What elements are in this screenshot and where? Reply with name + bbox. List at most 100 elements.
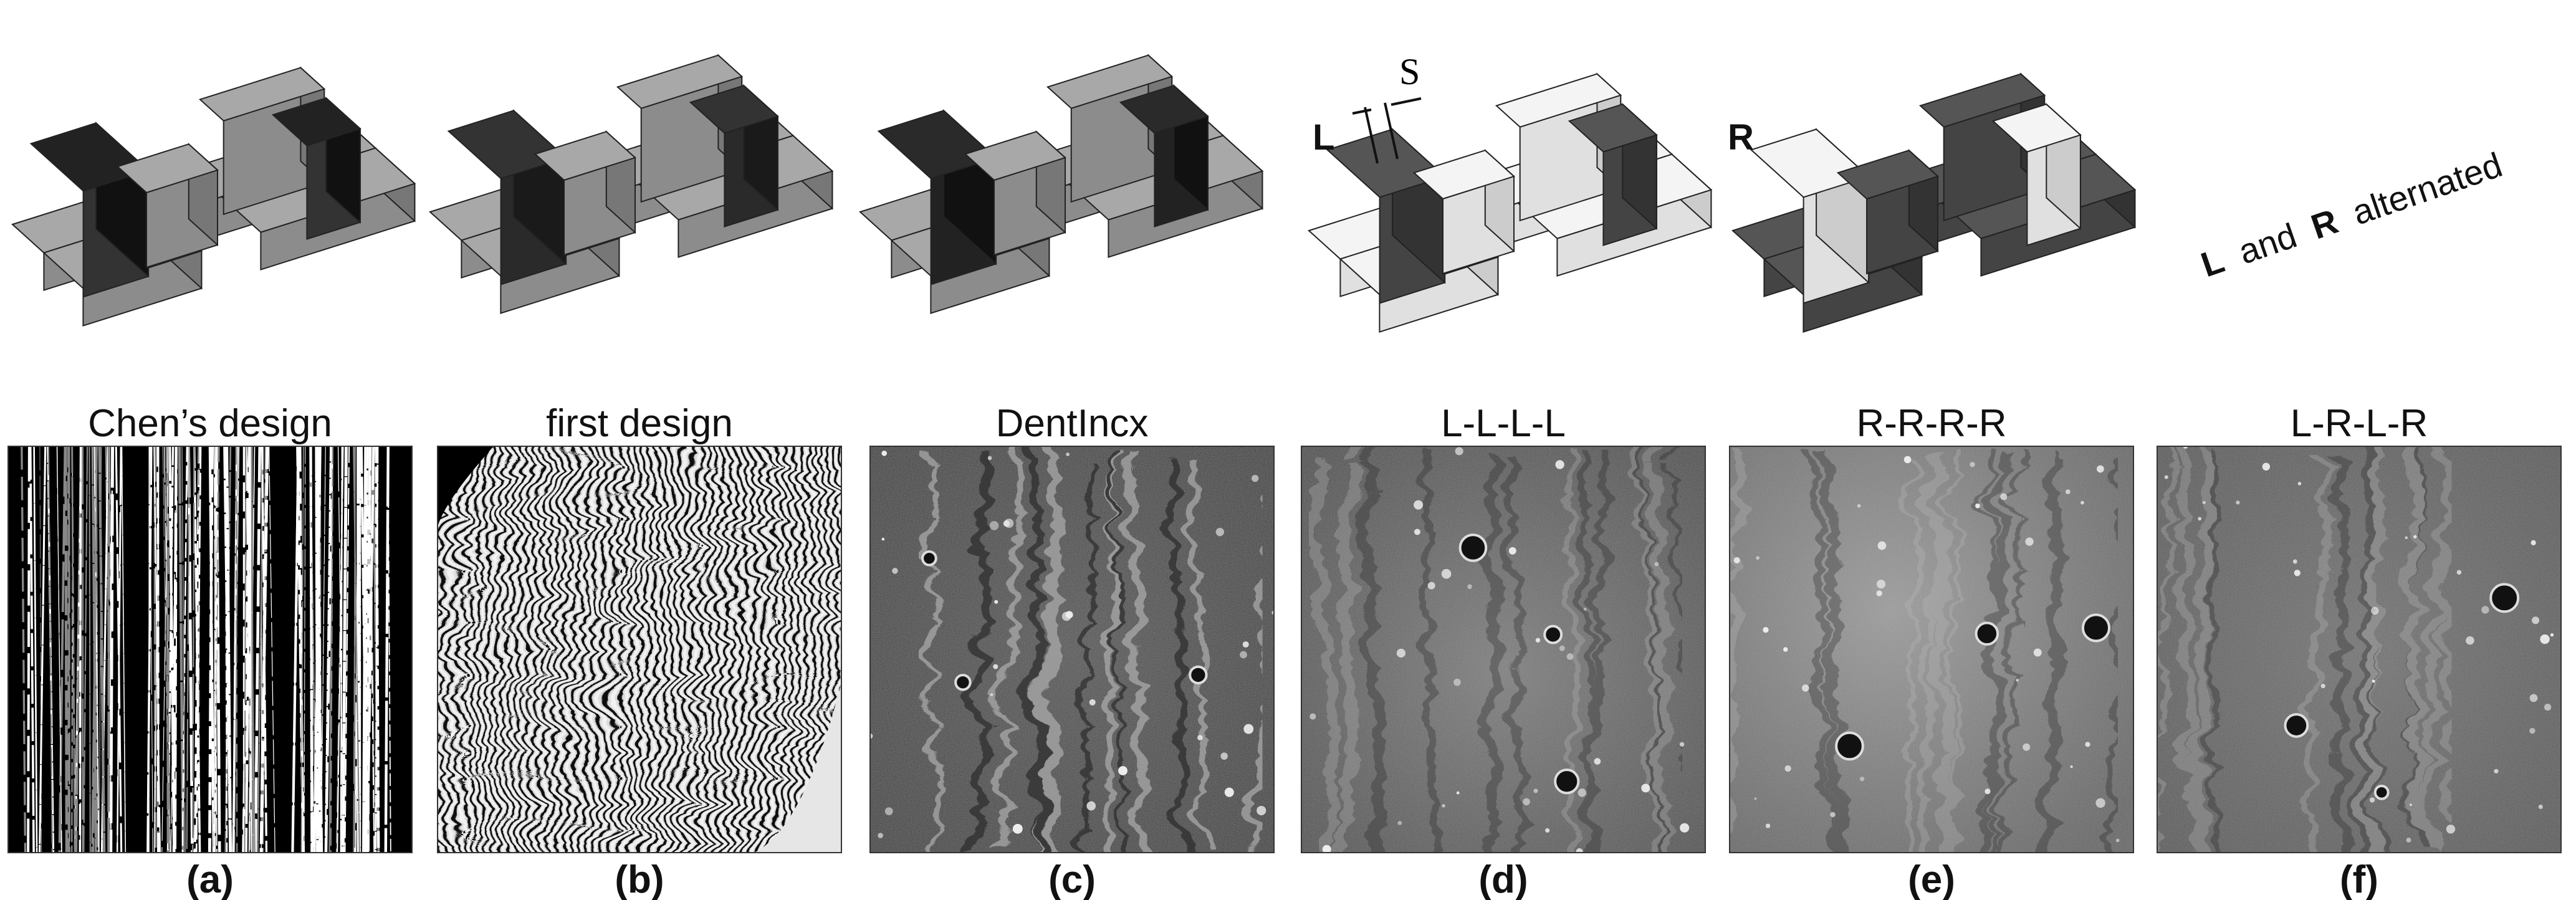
- particle: [1654, 562, 1659, 567]
- spacing-arrow: [1353, 110, 1371, 113]
- particle: [1877, 580, 1885, 588]
- particle: [1066, 452, 1070, 456]
- label-right: R: [1728, 117, 1754, 158]
- bubble: [1460, 535, 1487, 561]
- micrograph: L-R-L-R(f): [2147, 402, 2561, 900]
- label-left: L: [1313, 117, 1334, 158]
- particle: [1756, 556, 1760, 560]
- particle: [990, 693, 994, 696]
- particle: [1860, 777, 1864, 781]
- particle: [2413, 535, 2416, 539]
- particle: [2446, 825, 2455, 833]
- bubble: [1190, 667, 1206, 683]
- bubble: [1976, 623, 1998, 644]
- micrograph: first design(b): [370, 402, 912, 900]
- particle: [2410, 803, 2412, 806]
- particle: [1467, 584, 1472, 589]
- particle: [2550, 633, 2554, 636]
- particle: [1985, 788, 1990, 794]
- micrographs: Chen’s design(a)first design(b)DentIncx(…: [8, 402, 2561, 900]
- particle: [1509, 547, 1516, 555]
- streak: [1336, 446, 1343, 853]
- particle: [2294, 570, 2301, 576]
- particle: [2025, 537, 2033, 545]
- particle: [1576, 848, 1583, 855]
- particle: [1455, 447, 1463, 455]
- particle: [2457, 570, 2461, 575]
- particle: [2085, 742, 2090, 747]
- particle: [1555, 460, 1564, 469]
- particle: [1086, 802, 1096, 811]
- stripe: [366, 446, 367, 853]
- particle: [1414, 529, 1420, 535]
- note-part: R: [2306, 201, 2343, 247]
- bubble: [2491, 584, 2518, 611]
- micrograph: Chen’s design(a): [8, 402, 412, 900]
- particle: [2097, 466, 2104, 473]
- particle: [2236, 500, 2239, 504]
- bubble: [955, 675, 970, 689]
- particle: [1216, 528, 1224, 536]
- streak: [1946, 446, 1948, 853]
- particle: [1878, 542, 1887, 550]
- particle: [1904, 456, 1912, 464]
- particle: [1118, 766, 1128, 775]
- particle: [2529, 728, 2535, 734]
- particle: [2066, 489, 2071, 494]
- particle: [2203, 501, 2206, 504]
- particle: [1594, 758, 1601, 765]
- particle: [988, 456, 992, 460]
- spacing-arrow: [1391, 98, 1421, 105]
- particle: [1089, 699, 1096, 706]
- particle: [1536, 638, 1540, 643]
- particle: [1457, 792, 1460, 795]
- particle: [1783, 647, 1788, 651]
- particle: [1784, 765, 1791, 772]
- particle: [1453, 679, 1461, 686]
- particle: [1013, 824, 1023, 834]
- particle: [1584, 608, 1587, 611]
- image-content: [2147, 444, 2561, 853]
- bubble: [2083, 615, 2109, 641]
- particle: [1004, 519, 1013, 528]
- particle: [1243, 641, 1249, 648]
- particle: [2370, 797, 2375, 802]
- streak: [973, 446, 975, 853]
- bubble: [2285, 714, 2307, 737]
- panel-label: (c): [1048, 858, 1096, 900]
- particle: [1442, 804, 1445, 807]
- particle: [2466, 636, 2474, 645]
- particle: [2071, 765, 2073, 768]
- particle: [2539, 805, 2543, 809]
- particle: [2405, 537, 2408, 539]
- bubble: [1555, 770, 1578, 793]
- fringe: [841, 421, 866, 878]
- device-renderings: [12, 55, 2135, 332]
- stripe: [89, 446, 90, 853]
- panel-label: (d): [1478, 858, 1528, 900]
- note-part: and: [2234, 216, 2302, 272]
- particle: [2540, 634, 2549, 644]
- stripe: [69, 446, 70, 853]
- micrograph: DentIncx(c): [868, 402, 1276, 900]
- particle: [2080, 501, 2084, 505]
- bubble: [1836, 733, 1863, 760]
- panel-label: (e): [1908, 858, 1955, 900]
- streak: [1483, 446, 1485, 853]
- particle: [1754, 797, 1756, 800]
- particle: [1523, 798, 1530, 806]
- panel-label: (f): [2340, 858, 2378, 900]
- particle: [1567, 653, 1574, 660]
- image-content: [868, 446, 1276, 853]
- particle: [2262, 463, 2270, 471]
- particle: [1545, 828, 1549, 833]
- particle: [993, 664, 998, 669]
- particle: [1830, 812, 1835, 817]
- particle: [2321, 684, 2325, 688]
- particle: [1225, 788, 1234, 797]
- bubble: [922, 552, 936, 565]
- bubble: [2375, 786, 2388, 799]
- image-content: [1715, 446, 2133, 853]
- particle: [1414, 500, 1423, 510]
- particle: [1257, 806, 1266, 815]
